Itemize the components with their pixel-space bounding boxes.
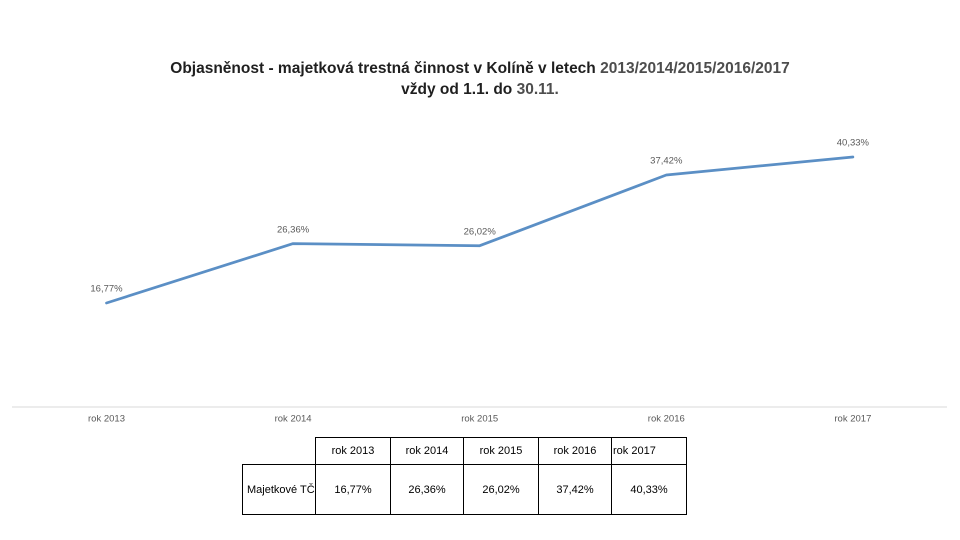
table-header-row: rok 2013 rok 2014 rok 2015 rok 2016 rok … <box>243 437 687 465</box>
data-label: 26,02% <box>463 226 496 238</box>
table-value-cell: 26,36% <box>390 464 464 515</box>
chart-subtitle-text: vždy od 1.1. do <box>401 81 517 98</box>
table-header-cell: rok 2013 <box>315 437 391 465</box>
x-axis-label: rok 2017 <box>834 413 872 425</box>
table-row-label: Majetkové TČ <box>242 464 316 515</box>
table-header-cell: rok 2017 <box>611 437 687 465</box>
table-corner-cell <box>243 438 316 465</box>
table-value-cell: 16,77% <box>315 464 391 515</box>
data-table: rok 2013 rok 2014 rok 2015 rok 2016 rok … <box>242 437 687 515</box>
chart-title: Objasněnost - majetková trestná činnost … <box>0 58 960 100</box>
chart-title-line2: vždy od 1.1. do 30.11. <box>0 79 960 100</box>
data-label: 40,33% <box>836 137 870 149</box>
data-series-line <box>105 155 855 305</box>
chart-title-text: Objasněnost - majetková trestná činnost … <box>170 60 601 77</box>
table-header-cell: rok 2015 <box>463 437 539 465</box>
x-axis-label: rok 2016 <box>647 413 685 425</box>
table-value-cell: 37,42% <box>538 464 612 515</box>
data-label: 26,36% <box>276 224 310 236</box>
table-header-cell: rok 2014 <box>390 437 464 465</box>
data-label: 16,77% <box>90 283 123 295</box>
table-row: Majetkové TČ 16,77% 26,36% 26,02% 37,42%… <box>242 464 687 515</box>
data-label: 37,42% <box>650 155 683 167</box>
chart-title-years: 2013/2014/2015/2016/2017 <box>600 60 790 77</box>
x-axis-label: rok 2015 <box>461 413 499 425</box>
chart-subtitle-date: 30.11. <box>516 81 559 98</box>
chart-title-line1: Objasněnost - majetková trestná činnost … <box>0 58 960 79</box>
table-value-cell: 40,33% <box>611 464 687 515</box>
x-axis-label: rok 2013 <box>88 413 125 425</box>
table-header-cell: rok 2016 <box>538 437 612 465</box>
x-axis-label: rok 2014 <box>274 413 312 425</box>
table-value-cell: 26,02% <box>463 464 539 515</box>
